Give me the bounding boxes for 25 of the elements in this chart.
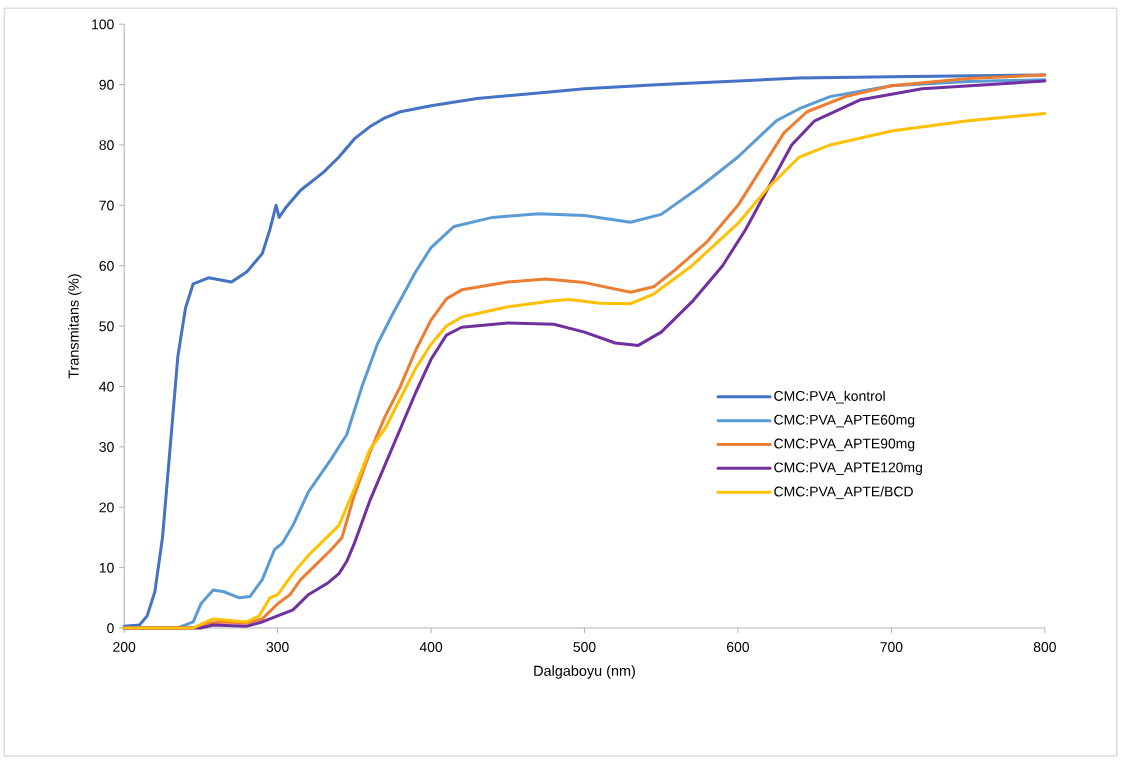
y-axis-title: Transmitans (%)	[68, 274, 82, 379]
y-tick-label: 90	[99, 79, 114, 90]
y-tick-label: 100	[92, 19, 114, 30]
y-tick-label: 0	[107, 623, 114, 634]
legend-label: CMC:PVA_APTE60mg	[774, 414, 915, 428]
x-tick-label: 200	[113, 641, 136, 652]
x-tick-label: 500	[573, 641, 596, 652]
y-tick-label: 70	[99, 200, 114, 211]
x-tick-label: 400	[419, 641, 443, 652]
x-axis-title: Dalgaboyu (nm)	[534, 665, 635, 679]
legend-label: CMC:PVA_kontrol	[774, 390, 885, 404]
legend-label: CMC:PVA_APTE120mg	[774, 462, 922, 475]
y-tick-label: 40	[99, 381, 114, 392]
x-tick-label: 700	[880, 641, 903, 652]
legend-label: CMC:PVA_APTE90mg	[774, 438, 915, 452]
y-tick-label: 80	[99, 140, 114, 151]
x-tick-label: 300	[266, 641, 289, 652]
legend-label: CMC:PVA_APTE/BCD	[774, 486, 913, 500]
y-tick-label: 10	[99, 562, 114, 573]
y-tick-label: 20	[99, 502, 114, 513]
y-tick-label: 50	[99, 321, 114, 332]
x-tick-label: 800	[1033, 641, 1056, 652]
x-tick-label: 600	[727, 641, 750, 652]
y-tick-label: 30	[99, 442, 114, 452]
y-tick-label: 60	[99, 260, 114, 271]
